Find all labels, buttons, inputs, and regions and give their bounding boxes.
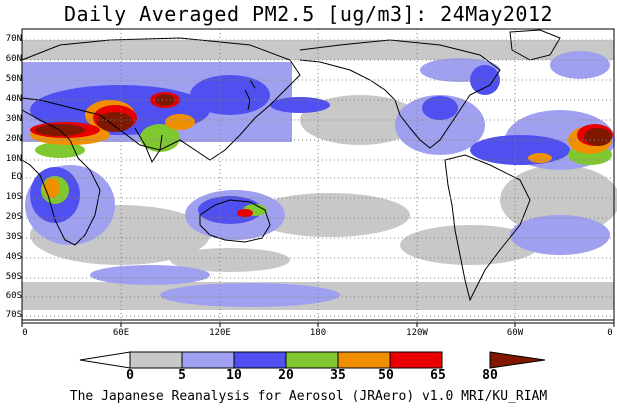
colorbar-segments	[129, 351, 443, 369]
colorbar-left-arrow	[79, 351, 131, 369]
colorbar-segment	[233, 351, 287, 369]
lat-label: 50S	[5, 272, 22, 282]
lat-label: 50N	[5, 74, 22, 84]
lon-label: 0	[22, 328, 28, 338]
lon-label: 0	[607, 328, 613, 338]
lat-label: 20N	[5, 134, 22, 144]
lon-label: 120E	[209, 328, 231, 338]
colorbar-right-arrow	[489, 351, 546, 369]
lon-label: 180	[309, 328, 327, 338]
colorbar-segment	[285, 351, 339, 369]
colorbar-tick: 65	[430, 368, 446, 383]
colorbar-segment	[389, 351, 443, 369]
lon-label: 60E	[112, 328, 130, 338]
lat-label: 60N	[5, 54, 22, 64]
lon-label: 120W	[406, 328, 428, 338]
lat-label: 70S	[5, 310, 22, 320]
coastlines	[21, 29, 614, 321]
footer-credit: The Japanese Reanalysis for Aerosol (JRA…	[69, 389, 548, 404]
pm25-field	[22, 40, 617, 310]
colorbar-segment	[337, 351, 391, 369]
colorbar-segment	[129, 351, 183, 369]
axis-ticks	[21, 323, 615, 327]
lat-label: 10N	[5, 154, 22, 164]
lat-label: 30N	[5, 114, 22, 124]
lat-label: 10S	[5, 192, 22, 202]
graticule	[22, 29, 614, 323]
colorbar-tick: 80	[482, 368, 498, 383]
lat-label: 40S	[5, 252, 22, 262]
map-title: Daily Averaged PM2.5 [ug/m3]: 24May2012	[63, 2, 554, 26]
lat-label: 40N	[5, 94, 22, 104]
lat-label: 30S	[5, 232, 22, 242]
lat-label: EQ	[11, 172, 22, 182]
colorbar-segment	[181, 351, 235, 369]
lat-label: 60S	[5, 291, 22, 301]
colorbar-tick: 20	[278, 368, 294, 383]
colorbar-tick: 0	[126, 368, 134, 383]
colorbar-tick: 50	[378, 368, 394, 383]
lat-label: 20S	[5, 212, 22, 222]
colorbar-tick: 10	[226, 368, 242, 383]
colorbar-tick: 5	[178, 368, 186, 383]
lon-label: 60W	[506, 328, 524, 338]
lat-label: 70N	[5, 34, 22, 44]
colorbar-tick: 35	[330, 368, 346, 383]
